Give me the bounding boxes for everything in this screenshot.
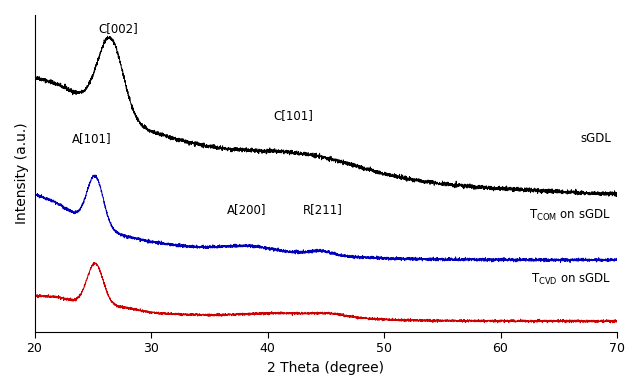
Text: A[101]: A[101] [72, 132, 111, 145]
Text: sGDL: sGDL [580, 132, 611, 145]
Y-axis label: Intensity (a.u.): Intensity (a.u.) [15, 123, 29, 224]
Text: T$_{\mathregular{COM}}$ on sGDL: T$_{\mathregular{COM}}$ on sGDL [529, 208, 611, 223]
Text: C[101]: C[101] [273, 109, 313, 122]
X-axis label: 2 Theta (degree): 2 Theta (degree) [268, 361, 384, 375]
Text: T$_{\mathregular{CVD}}$ on sGDL: T$_{\mathregular{CVD}}$ on sGDL [531, 272, 611, 287]
Text: A[200]: A[200] [227, 203, 266, 216]
Text: C[002]: C[002] [99, 21, 138, 35]
Text: R[211]: R[211] [303, 203, 342, 216]
